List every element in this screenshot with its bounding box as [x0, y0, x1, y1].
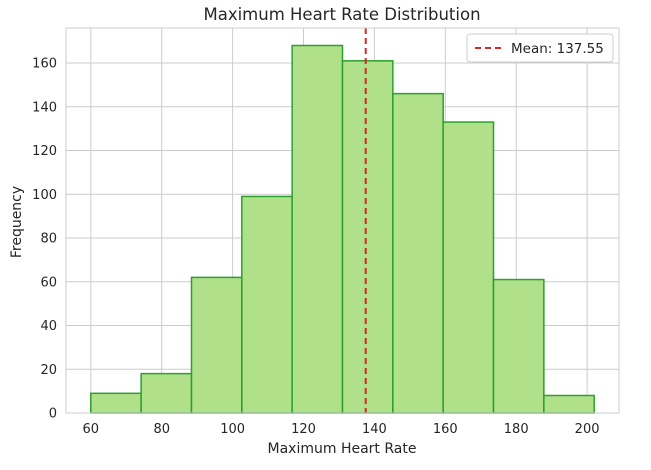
x-tick-label: 120 — [291, 422, 316, 437]
y-axis-ticks: 0 20 40 60 80 100 120 140 160 — [32, 57, 57, 422]
histogram-bar — [543, 394, 595, 414]
histogram-bar — [442, 121, 495, 414]
y-tick-label: 20 — [40, 363, 57, 378]
y-tick-label: 40 — [40, 319, 57, 334]
x-tick-label: 60 — [83, 422, 100, 437]
chart-title: Maximum Heart Rate Distribution — [203, 5, 480, 24]
x-axis-ticks: 60 80 100 120 140 160 180 200 — [83, 422, 600, 437]
x-tick-label: 100 — [220, 422, 245, 437]
y-tick-label: 100 — [32, 188, 57, 203]
y-tick-label: 160 — [32, 57, 57, 72]
histogram-bar — [291, 44, 344, 414]
y-tick-label: 120 — [32, 144, 57, 159]
x-tick-label: 200 — [575, 422, 600, 437]
histogram-bar — [392, 92, 444, 414]
legend: Mean: 137.55 — [466, 33, 614, 63]
y-axis-label: Frequency — [9, 186, 25, 258]
histogram-bar — [341, 60, 394, 414]
x-tick-label: 140 — [362, 422, 387, 437]
histogram-bar — [140, 372, 193, 414]
legend-box — [466, 33, 614, 63]
x-tick-label: 80 — [153, 422, 170, 437]
legend-mean-label: Mean: 137.55 — [511, 41, 604, 57]
histogram-bar — [90, 392, 142, 414]
y-tick-label: 0 — [49, 407, 57, 422]
histogram-bar — [190, 276, 243, 414]
histogram-bar — [241, 195, 293, 414]
y-tick-label: 140 — [32, 100, 57, 115]
x-tick-label: 180 — [504, 422, 529, 437]
y-tick-label: 60 — [40, 275, 57, 290]
histogram-bar — [492, 278, 545, 414]
x-axis-label: Maximum Heart Rate — [268, 441, 417, 457]
plot-frame — [65, 27, 620, 414]
y-tick-label: 80 — [40, 232, 57, 247]
x-tick-label: 160 — [433, 422, 458, 437]
